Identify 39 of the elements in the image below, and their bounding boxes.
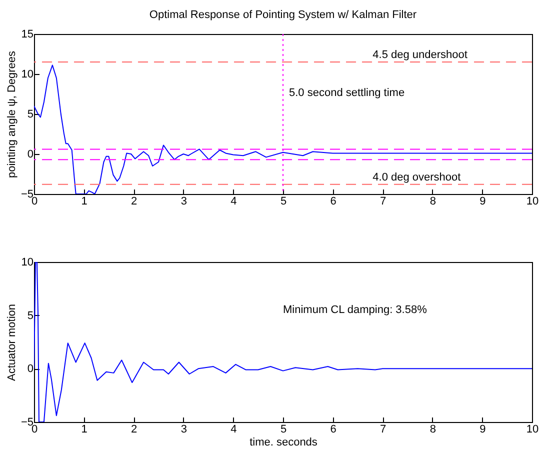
ref-line-label: 5.0 second settling time	[289, 87, 405, 100]
x-tick-label: 7	[380, 196, 386, 208]
x-tick-label: 10	[526, 424, 539, 436]
y-tick-label: 0	[27, 363, 34, 376]
y-tick-label: −5	[20, 188, 34, 200]
x-tick-label: 9	[480, 196, 486, 208]
x-tick-label: 6	[330, 424, 336, 436]
annotation: Minimum CL damping: 3.58%	[283, 304, 428, 316]
line-series	[34, 64, 532, 194]
ref-line-label: 4.5 deg undershoot	[372, 49, 468, 61]
x-tick-label: 3	[180, 196, 187, 208]
x-tick-label: 4	[230, 196, 237, 208]
x-tick-label: 1	[81, 196, 88, 208]
x-tick-label: 9	[480, 424, 486, 436]
y-tick-label: 10	[21, 68, 34, 80]
y-axis-title: pointing angle ψ, Degrees	[6, 50, 18, 178]
chart-title: Optimal Response of Pointing System w/ Kalman Filter	[149, 9, 417, 21]
x-tick-label: 6	[330, 196, 336, 208]
x-tick-label: 7	[380, 424, 386, 436]
ref-line-label: 4.0 deg overshoot	[372, 171, 461, 184]
y-tick-label: 0	[27, 148, 34, 160]
x-tick-label: 2	[131, 196, 138, 208]
x-tick-label: 8	[430, 424, 436, 436]
y-tick-label: 5	[27, 310, 34, 322]
y-tick-label: 10	[21, 256, 34, 268]
x-tick-label: 4	[230, 424, 237, 436]
x-tick-label: 5	[280, 196, 287, 208]
x-tick-label: 2	[131, 424, 138, 436]
line-series	[34, 262, 532, 422]
x-tick-label: 5	[280, 424, 287, 436]
y-tick-label: 15	[21, 28, 34, 40]
x-tick-label: 8	[430, 196, 436, 208]
x-tick-label: 1	[81, 424, 88, 436]
x-tick-label: 10	[526, 196, 539, 208]
x-axis-title: time. seconds	[250, 436, 318, 448]
x-tick-label: 3	[180, 424, 187, 436]
y-axis-title: Actuator motion	[6, 304, 18, 382]
y-tick-label: 5	[27, 108, 34, 120]
y-tick-label: −5	[20, 416, 34, 428]
